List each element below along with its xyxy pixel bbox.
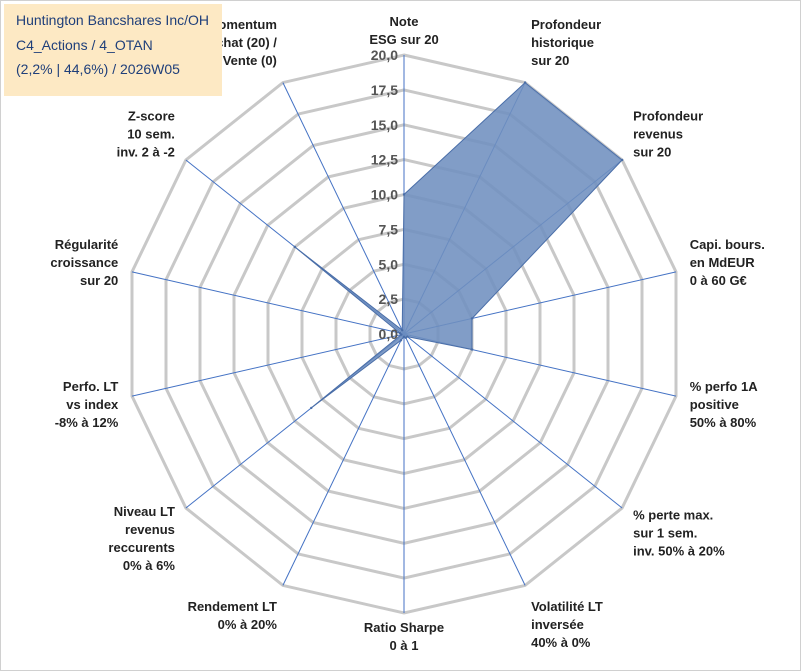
- data-point: [399, 339, 403, 342]
- tick-label: 10,0: [371, 187, 398, 203]
- axis-spoke: [403, 333, 623, 509]
- axis-label: % perte max. sur 1 sem. inv. 50% à 20%: [633, 508, 725, 559]
- axis-spoke: [282, 82, 405, 335]
- data-point: [402, 335, 406, 338]
- data-point: [400, 333, 403, 336]
- axis-label: Ratio Sharpe 0 à 1: [364, 620, 444, 653]
- axis-label: Régularité croissance sur 20: [50, 237, 118, 288]
- data-point: [310, 406, 313, 410]
- title-company: Huntington Bancshares Inc/OH: [16, 12, 209, 28]
- data-point: [470, 348, 474, 351]
- axis-label: Z-score 10 sem. inv. 2 à -2: [117, 109, 175, 160]
- tick-label: 2,5: [379, 291, 399, 307]
- data-point: [620, 158, 624, 162]
- data-point: [523, 81, 527, 84]
- axis-label: Niveau LT revenus reccurents 0% à 6%: [108, 504, 175, 573]
- data-point: [293, 245, 297, 249]
- axis-label: Profondeur revenus sur 20: [633, 109, 703, 160]
- data-point: [404, 336, 407, 339]
- title-stats: (2,2% | 44,6%) / 2026W05: [16, 61, 180, 77]
- axis-label: Volatilité LT inversée 40% à 0%: [531, 599, 603, 650]
- axis-label: Note ESG sur 20: [369, 14, 438, 47]
- tick-label: 5,0: [379, 256, 399, 272]
- tick-label: 0,0: [379, 326, 399, 342]
- axis-spoke: [282, 333, 405, 586]
- data-point: [470, 317, 474, 320]
- axis-spoke: [403, 333, 526, 586]
- data-point: [402, 193, 406, 196]
- axis-label: % perfo 1A positive 50% à 80%: [690, 379, 759, 430]
- axis-label: Capi. bours. en MdEUR 0 à 60 G€: [690, 237, 765, 288]
- tick-label: 20,0: [371, 47, 398, 63]
- title-category: C4_Actions / 4_OTAN: [16, 37, 153, 53]
- axis-spoke: [131, 271, 405, 335]
- data-point: [401, 329, 404, 332]
- tick-label: 15,0: [371, 117, 398, 133]
- axis-spoke: [131, 333, 405, 397]
- axis-label: Momentum Achat (20) / Vente (0): [207, 17, 277, 68]
- title-box: Huntington Bancshares Inc/OH C4_Actions …: [4, 4, 222, 96]
- tick-label: 17,5: [371, 82, 398, 98]
- axis-label: Rendement LT 0% à 20%: [188, 599, 278, 632]
- axis-label: Perfo. LT vs index -8% à 12%: [55, 379, 119, 430]
- data-point: [398, 331, 402, 335]
- tick-label: 7,5: [379, 221, 399, 237]
- tick-label: 12,5: [371, 152, 398, 168]
- axis-label: Profondeur historique sur 20: [531, 17, 601, 68]
